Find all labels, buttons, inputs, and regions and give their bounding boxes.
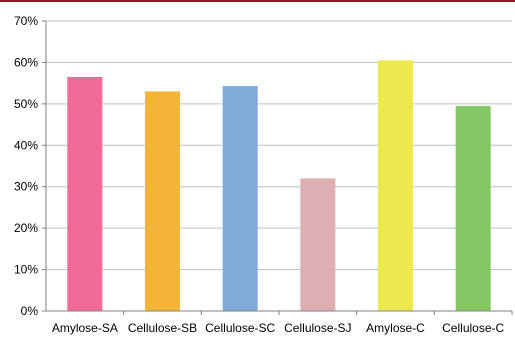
bar-amylose-c [378,60,413,311]
x-category-label: Amylose-C [366,321,425,335]
bar-amylose-sa [67,76,103,311]
y-tick-label: 60% [14,55,38,69]
x-category-label: Amylose-SA [52,321,118,335]
y-tick-label: 50% [14,97,38,111]
x-axis [46,310,513,315]
bar-cellulose-sb [145,91,180,311]
bar-cellulose-c [455,105,491,311]
x-category-label: Cellulose-SB [128,321,197,335]
y-tick-label: 40% [14,138,38,152]
x-category-label: Cellulose-C [442,321,504,335]
y-tick-label: 0% [21,304,39,318]
gridlines [46,20,512,271]
y-tick-label: 20% [14,221,38,235]
y-axis-ticks: 0% 10% 20% 30% 40% 50% 60% 70% [14,14,47,318]
y-tick-label: 70% [14,14,38,28]
bars [67,60,491,312]
y-tick-label: 10% [14,263,38,277]
bar-cellulose-sj [300,178,336,311]
x-category-label: Cellulose-SJ [284,321,351,335]
bar-cellulose-sc [222,86,258,312]
x-axis-labels: Amylose-SA Cellulose-SB Cellulose-SC Cellul… [52,321,505,335]
y-tick-label: 30% [14,180,38,194]
x-category-label: Cellulose-SC [205,321,275,335]
